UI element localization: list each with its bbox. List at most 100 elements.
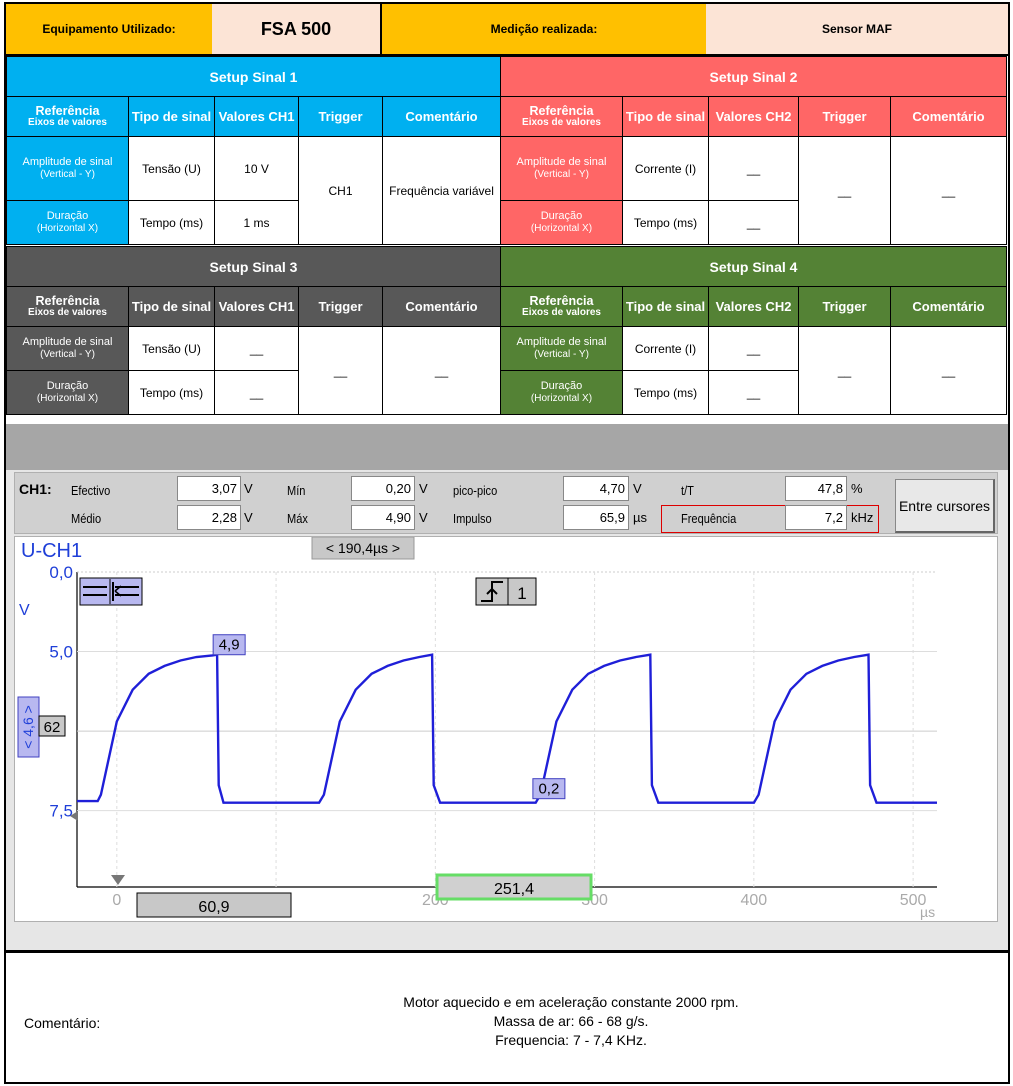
- comment-label: Comentário:: [24, 1015, 101, 1031]
- frequency-unit: kHz: [851, 510, 874, 525]
- report-header: Equipamento Utilizado: FSA 500 Medição r…: [6, 4, 1008, 56]
- y-tick-label: 7,5: [49, 802, 73, 821]
- setup-title: Setup Sinal 2: [499, 56, 1008, 97]
- header-trigger: Trigger: [798, 286, 891, 327]
- max-unit: V: [419, 510, 428, 525]
- header-trigger: Trigger: [298, 96, 383, 137]
- cursor1-readout[interactable]: 60,9: [136, 892, 292, 918]
- comentario-value: Frequência variável: [381, 136, 502, 245]
- impulso-label: Impulso: [453, 511, 492, 526]
- row-duracao-tipo: Tempo (ms): [622, 370, 709, 415]
- header-ref-text: Referência: [529, 103, 594, 118]
- max-label: Máx: [287, 511, 308, 526]
- row-amplitude-label: Amplitude de sinal (Vertical - Y): [500, 136, 623, 201]
- header-valores: Valores CH2: [708, 286, 799, 327]
- pico-pico-label: pico-pico: [453, 483, 498, 498]
- row-amplitude-tipo: Tensão (U): [128, 326, 215, 371]
- comentario-value: __: [889, 326, 1008, 415]
- max-marker: 4,9: [212, 634, 246, 656]
- trigger-channel: 1: [517, 584, 526, 603]
- setup-title: Setup Sinal 4: [499, 246, 1008, 287]
- medio-value: 2,28: [177, 505, 241, 530]
- setup-table-1: Setup Sinal 1 Referência Eixos de valores T…: [5, 56, 502, 245]
- comment-section: Comentário: Motor aquecido e em aceleraç…: [6, 950, 1008, 1082]
- setup-title: Setup Sinal 1: [5, 56, 502, 97]
- trigger-value: CH1: [298, 136, 383, 245]
- cursor2-readout[interactable]: 251,4: [435, 873, 593, 901]
- header-trigger: Trigger: [298, 286, 383, 327]
- row-amplitude-valor: 10 V: [214, 136, 299, 201]
- row-amplitude-tipo: Corrente (I): [622, 136, 709, 201]
- header-tipo: Tipo de sinal: [622, 96, 709, 137]
- header-comentario: Comentário: [381, 286, 502, 327]
- row-duracao-valor: __: [214, 370, 299, 415]
- row-amplitude-valor: __: [708, 136, 799, 201]
- row-amplitude-label: Amplitude de sinal (Vertical - Y): [6, 326, 129, 371]
- y-tick-label: 0,0: [49, 563, 73, 582]
- row-amplitude-text: Amplitude de sinal: [516, 156, 607, 169]
- cursor-delta: < 190,4µs >: [326, 540, 400, 556]
- header-ref: Referência Eixos de valores: [6, 286, 129, 327]
- between-cursors-button[interactable]: Entre cursores: [895, 479, 995, 533]
- row-amplitude-valor: __: [214, 326, 299, 371]
- x-unit: µs: [920, 904, 935, 920]
- measure-value: Sensor MAF: [706, 4, 1008, 54]
- oscilloscope-panel: CH1: Efectivo 3,07 V Médio 2,28 V Mín 0,…: [6, 470, 1008, 950]
- efectivo-value: 3,07: [177, 476, 241, 501]
- plot-area: U-CH1 V < 190,4µs > 01002003004005007,55…: [14, 536, 998, 922]
- header-ref: Referência Eixos de valores: [500, 286, 623, 327]
- row-duracao-valor: 1 ms: [214, 200, 299, 245]
- header-valores: Valores CH1: [214, 286, 299, 327]
- header-ref: Referência Eixos de valores: [6, 96, 129, 137]
- header-tipo: Tipo de sinal: [128, 96, 215, 137]
- trigger-value: __: [298, 326, 383, 415]
- scope-chart: U-CH1 V < 190,4µs > 01002003004005007,55…: [17, 536, 937, 920]
- row-amplitude-text: Amplitude de sinal: [516, 336, 607, 349]
- row-duracao-label: Duração (Horizontal X): [6, 200, 129, 245]
- tT-unit: %: [851, 481, 863, 496]
- header-ref: Referência Eixos de valores: [500, 96, 623, 137]
- min-marker-label: 0,2: [538, 781, 559, 798]
- min-label: Mín: [287, 483, 306, 498]
- impulso-unit: µs: [633, 510, 647, 525]
- row-amplitude-sub: (Vertical - Y): [534, 169, 589, 181]
- trigger-level-marker[interactable]: 62: [38, 715, 66, 737]
- header-ref-sub: Eixos de valores: [28, 306, 107, 318]
- separator-strip: [6, 424, 1008, 470]
- row-duracao-tipo: Tempo (ms): [128, 200, 215, 245]
- row-duracao-text: Duração: [540, 380, 583, 393]
- zero-level-arrow: [70, 811, 78, 821]
- cursor1-value: 60,9: [198, 899, 229, 916]
- trigger-edge-icon[interactable]: 1: [475, 577, 537, 606]
- zoom-lines-icon[interactable]: [79, 577, 143, 606]
- max-marker-label: 4,9: [219, 637, 240, 654]
- row-amplitude-sub: (Vertical - Y): [40, 349, 95, 361]
- trigger-pos-arrow: [111, 875, 125, 885]
- row-duracao-sub: (Horizontal X): [530, 223, 593, 235]
- min-marker: 0,2: [532, 778, 566, 800]
- max-value: 4,90: [351, 505, 415, 530]
- signal-trace: [77, 653, 937, 804]
- setup-title: Setup Sinal 3: [5, 246, 502, 287]
- trigger-value: __: [798, 136, 891, 245]
- report-frame: Equipamento Utilizado: FSA 500 Medição r…: [4, 2, 1010, 1084]
- trigger-level-label: 62: [44, 719, 61, 736]
- header-tipo: Tipo de sinal: [128, 286, 215, 327]
- header-ref-text: Referência: [35, 293, 100, 308]
- row-amplitude-text: Amplitude de sinal: [22, 336, 113, 349]
- header-ref-sub: Eixos de valores: [522, 116, 601, 128]
- row-duracao-label: Duração (Horizontal X): [6, 370, 129, 415]
- cursor-delta-box: [311, 536, 415, 560]
- tT-value: 47,8: [785, 476, 847, 501]
- equip-value: FSA 500: [212, 4, 382, 54]
- scale-marker[interactable]: < 4,6 >: [17, 696, 40, 758]
- header-comentario: Comentário: [381, 96, 502, 137]
- header-valores: Valores CH1: [214, 96, 299, 137]
- row-duracao-valor: __: [708, 200, 799, 245]
- row-amplitude-text: Amplitude de sinal: [22, 156, 113, 169]
- cursor2-value: 251,4: [494, 881, 534, 898]
- comentario-value: __: [381, 326, 502, 415]
- y-unit: V: [19, 602, 30, 619]
- row-duracao-label: Duração (Horizontal X): [500, 200, 623, 245]
- efectivo-unit: V: [244, 481, 253, 496]
